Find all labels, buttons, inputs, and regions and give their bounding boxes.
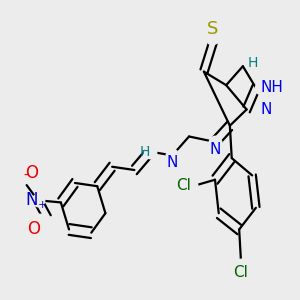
Text: S: S xyxy=(207,20,218,38)
Text: O: O xyxy=(27,220,40,238)
Text: N: N xyxy=(167,155,178,170)
Text: Cl: Cl xyxy=(176,178,191,193)
Text: +: + xyxy=(38,200,47,210)
Text: Cl: Cl xyxy=(233,265,248,280)
Text: N: N xyxy=(261,102,272,117)
Text: -: - xyxy=(23,168,28,182)
Text: NH: NH xyxy=(261,80,284,95)
Text: O: O xyxy=(25,164,38,182)
Text: N: N xyxy=(25,191,38,209)
Text: H: H xyxy=(140,145,150,159)
Text: N: N xyxy=(209,142,221,157)
Text: H: H xyxy=(247,56,258,70)
